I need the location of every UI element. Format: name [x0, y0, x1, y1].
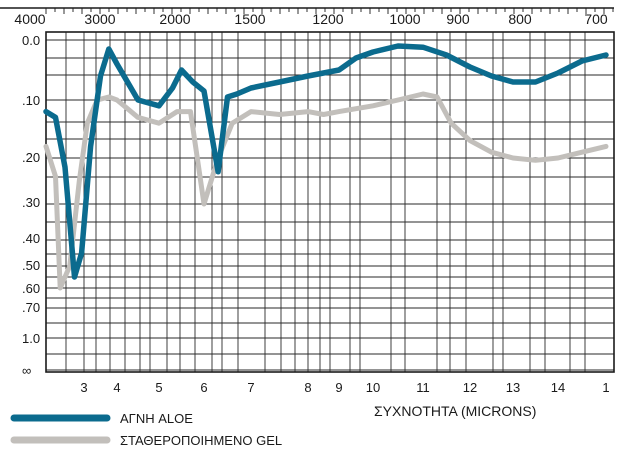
series-line-pure-aloe	[43, 43, 609, 280]
left-tick-label: 1.0	[22, 331, 40, 346]
bottom-tick-label: 8	[304, 380, 311, 395]
bottom-tick-labels: 3 4 5 6 7 8 9 10 11 12 13 14 1	[80, 380, 609, 395]
bottom-tick-label: 12	[463, 380, 477, 395]
top-tick-label: 1500	[234, 11, 265, 27]
top-tick-label: 4000	[14, 11, 45, 27]
bottom-tick-label: 6	[200, 380, 207, 395]
legend-label-pure-aloe: ΑΓΝΗ ALOE	[120, 411, 193, 426]
top-tick-label: 2000	[159, 11, 190, 27]
left-tick-label: .20	[22, 150, 40, 165]
legend: ΑΓΝΗ ALOE ΣΤΑΘΕΡΟΠΟΙΗΜΕΝΟ GEL	[10, 411, 282, 448]
left-tick-label: .40	[22, 231, 40, 246]
left-tick-label: .30	[22, 195, 40, 210]
bottom-tick-label: 4	[113, 380, 120, 395]
top-tick-label: 900	[446, 11, 470, 27]
top-tick-labels: 4000 3000 2000 1500 1200 1000 900 800 700	[14, 11, 607, 27]
left-tick-label: ∞	[22, 363, 31, 378]
bottom-tick-label: 10	[366, 380, 380, 395]
bottom-tick-label: 5	[155, 380, 162, 395]
bottom-tick-label: 1	[602, 380, 609, 395]
left-tick-label: .70	[22, 300, 40, 315]
top-tick-label: 3000	[84, 11, 115, 27]
bottom-tick-label: 9	[335, 380, 342, 395]
left-tick-label: .50	[22, 258, 40, 273]
left-tick-labels: 0.0 .10 .20 .30 .40 .50 .60 .70 1.0 ∞	[22, 33, 40, 378]
top-tick-label: 1200	[312, 11, 343, 27]
left-tick-label: .10	[22, 93, 40, 108]
plot-border	[45, 31, 615, 373]
chart-grid	[46, 32, 614, 372]
x-axis-label: ΣΥΧΝΟΤΗΤΑ (MICRONS)	[374, 403, 536, 419]
series-lines	[43, 43, 609, 291]
left-tick-label: .60	[22, 281, 40, 296]
bottom-tick-label: 13	[506, 380, 520, 395]
legend-label-stabilized-gel: ΣΤΑΘΕΡΟΠΟΙΗΜΕΝΟ GEL	[120, 433, 282, 448]
top-tick-label: 1000	[389, 11, 420, 27]
left-tick-label: 0.0	[22, 33, 40, 48]
bottom-tick-label: 14	[551, 380, 565, 395]
bottom-tick-label: 3	[80, 380, 87, 395]
series-line-stabilized-gel	[43, 91, 609, 291]
plot-frame	[0, 7, 615, 373]
bottom-tick-label: 7	[247, 380, 254, 395]
top-tick-label: 800	[508, 11, 532, 27]
bottom-tick-label: 11	[416, 380, 430, 395]
top-tick-label: 700	[584, 11, 608, 27]
